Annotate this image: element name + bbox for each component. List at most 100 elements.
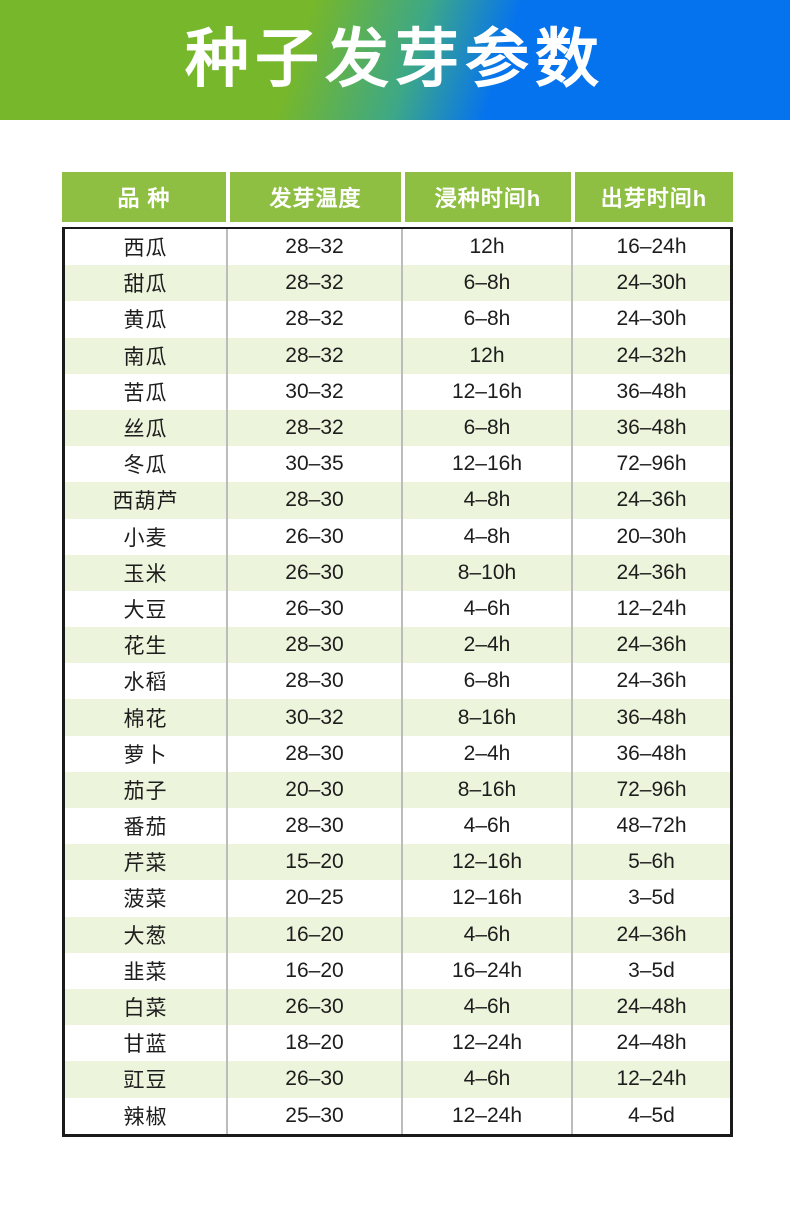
table-row: 南瓜 28–32 12h 24–32h (65, 337, 730, 374)
cell-sprout-time: 24–36h (571, 482, 730, 519)
table-header-row: 品 种 发芽温度 浸种时间h 出芽时间h (62, 172, 733, 222)
cell-sprout-time: 24–30h (571, 265, 730, 302)
table-row: 甘蓝 18–20 12–24h 24–48h (65, 1025, 730, 1062)
cell-germination-temp: 20–30 (226, 771, 401, 808)
cell-germination-temp: 26–30 (226, 590, 401, 628)
cell-sprout-time: 24–36h (571, 554, 730, 591)
cell-sprout-time: 24–32h (571, 337, 730, 374)
cell-sprout-time: 16–24h (571, 229, 730, 266)
table-row: 西瓜 28–32 12h 16–24h (65, 229, 730, 266)
cell-variety: 花生 (123, 635, 168, 659)
cell-germination-temp: 18–20 (226, 1025, 401, 1062)
cell-soak-time: 8–16h (401, 699, 571, 736)
cell-variety: 辣椒 (123, 1105, 168, 1129)
cell-variety: 大豆 (123, 598, 168, 622)
table-row: 大豆 26–30 4–6h 12–24h (65, 590, 730, 628)
cell-soak-time: 2–4h (401, 627, 571, 664)
table-row: 韭菜 16–20 16–24h 3–5d (65, 952, 730, 989)
cell-sprout-time: 36–48h (571, 409, 730, 447)
cell-sprout-time: 24–30h (571, 301, 730, 338)
table-row: 茄子 20–30 8–16h 72–96h (65, 771, 730, 808)
cell-germination-temp: 28–32 (226, 409, 401, 447)
table-row: 冬瓜 30–35 12–16h 72–96h (65, 446, 730, 483)
cell-variety: 甘蓝 (123, 1033, 168, 1057)
cell-variety: 菠菜 (123, 888, 168, 912)
cell-variety: 玉米 (123, 562, 168, 586)
table-row: 萝卜 28–30 2–4h 36–48h (65, 735, 730, 772)
cell-variety: 丝瓜 (123, 418, 168, 442)
cell-soak-time: 16–24h (401, 952, 571, 989)
cell-germination-temp: 28–32 (226, 337, 401, 374)
cell-germination-temp: 28–30 (226, 808, 401, 845)
cell-sprout-time: 4–5d (571, 1097, 730, 1134)
cell-germination-temp: 16–20 (226, 916, 401, 953)
page-title: 种子发芽参数 (185, 24, 605, 95)
table-row: 水稻 28–30 6–8h 24–36h (65, 663, 730, 700)
cell-variety: 豇豆 (123, 1069, 168, 1093)
cell-sprout-time: 24–36h (571, 916, 730, 953)
cell-variety: 芹菜 (123, 852, 168, 876)
cell-germination-temp: 28–30 (226, 627, 401, 664)
cell-soak-time: 12–16h (401, 373, 571, 410)
cell-variety: 番茄 (123, 816, 168, 840)
cell-sprout-time: 12–24h (571, 590, 730, 628)
cell-soak-time: 8–10h (401, 554, 571, 591)
cell-soak-time: 12h (401, 337, 571, 374)
cell-sprout-time: 24–48h (571, 1025, 730, 1062)
cell-variety: 萝卜 (123, 743, 168, 767)
table-row: 西葫芦 28–30 4–8h 24–36h (65, 482, 730, 519)
cell-variety: 甜瓜 (123, 273, 168, 297)
cell-soak-time: 4–6h (401, 916, 571, 953)
cell-variety: 南瓜 (123, 345, 168, 369)
seed-parameters-table: 品 种 发芽温度 浸种时间h 出芽时间h 西瓜 28–32 12h 16–24h… (62, 172, 733, 1137)
cell-soak-time: 4–6h (401, 1061, 571, 1098)
table-row: 番茄 28–30 4–6h 48–72h (65, 808, 730, 845)
cell-variety: 茄子 (123, 779, 168, 803)
table-row: 白菜 26–30 4–6h 24–48h (65, 988, 730, 1026)
table-row: 小麦 26–30 4–8h 20–30h (65, 518, 730, 555)
cell-sprout-time: 20–30h (571, 518, 730, 555)
cell-soak-time: 12–24h (401, 1097, 571, 1134)
cell-sprout-time: 12–24h (571, 1061, 730, 1098)
table-row: 豇豆 26–30 4–6h 12–24h (65, 1061, 730, 1098)
cell-soak-time: 6–8h (401, 409, 571, 447)
cell-variety: 棉花 (123, 707, 168, 731)
cell-soak-time: 12–24h (401, 1025, 571, 1062)
cell-soak-time: 12–16h (401, 446, 571, 483)
cell-sprout-time: 72–96h (571, 446, 730, 483)
cell-sprout-time: 72–96h (571, 771, 730, 808)
table-row: 苦瓜 30–32 12–16h 36–48h (65, 373, 730, 410)
cell-germination-temp: 26–30 (226, 518, 401, 555)
col-header-soak-time: 浸种时间h (401, 172, 571, 222)
cell-sprout-time: 48–72h (571, 808, 730, 845)
cell-soak-time: 4–6h (401, 808, 571, 845)
cell-variety: 白菜 (123, 997, 168, 1021)
cell-variety: 西葫芦 (112, 490, 179, 514)
cell-germination-temp: 30–32 (226, 373, 401, 410)
cell-sprout-time: 24–48h (571, 988, 730, 1026)
table-row: 玉米 26–30 8–10h 24–36h (65, 554, 730, 591)
table-body: 西瓜 28–32 12h 16–24h 甜瓜 28–32 6–8h 24–30h… (62, 227, 733, 1137)
cell-germination-temp: 15–20 (226, 844, 401, 881)
cell-germination-temp: 28–32 (226, 265, 401, 302)
cell-variety: 大葱 (123, 924, 168, 948)
cell-variety: 小麦 (123, 526, 168, 550)
cell-soak-time: 4–8h (401, 482, 571, 519)
col-header-variety: 品 种 (62, 172, 226, 222)
cell-soak-time: 4–8h (401, 518, 571, 555)
cell-soak-time: 4–6h (401, 988, 571, 1026)
cell-soak-time: 8–16h (401, 771, 571, 808)
cell-germination-temp: 30–35 (226, 446, 401, 483)
cell-variety: 冬瓜 (123, 454, 168, 478)
cell-soak-time: 12–16h (401, 880, 571, 917)
cell-germination-temp: 28–32 (226, 301, 401, 338)
cell-germination-temp: 20–25 (226, 880, 401, 917)
table-row: 芹菜 15–20 12–16h 5–6h (65, 844, 730, 881)
cell-germination-temp: 28–30 (226, 663, 401, 700)
table-row: 棉花 30–32 8–16h 36–48h (65, 699, 730, 736)
cell-soak-time: 6–8h (401, 663, 571, 700)
cell-germination-temp: 30–32 (226, 699, 401, 736)
cell-sprout-time: 36–48h (571, 699, 730, 736)
cell-sprout-time: 3–5d (571, 952, 730, 989)
table-row: 辣椒 25–30 12–24h 4–5d (65, 1097, 730, 1134)
